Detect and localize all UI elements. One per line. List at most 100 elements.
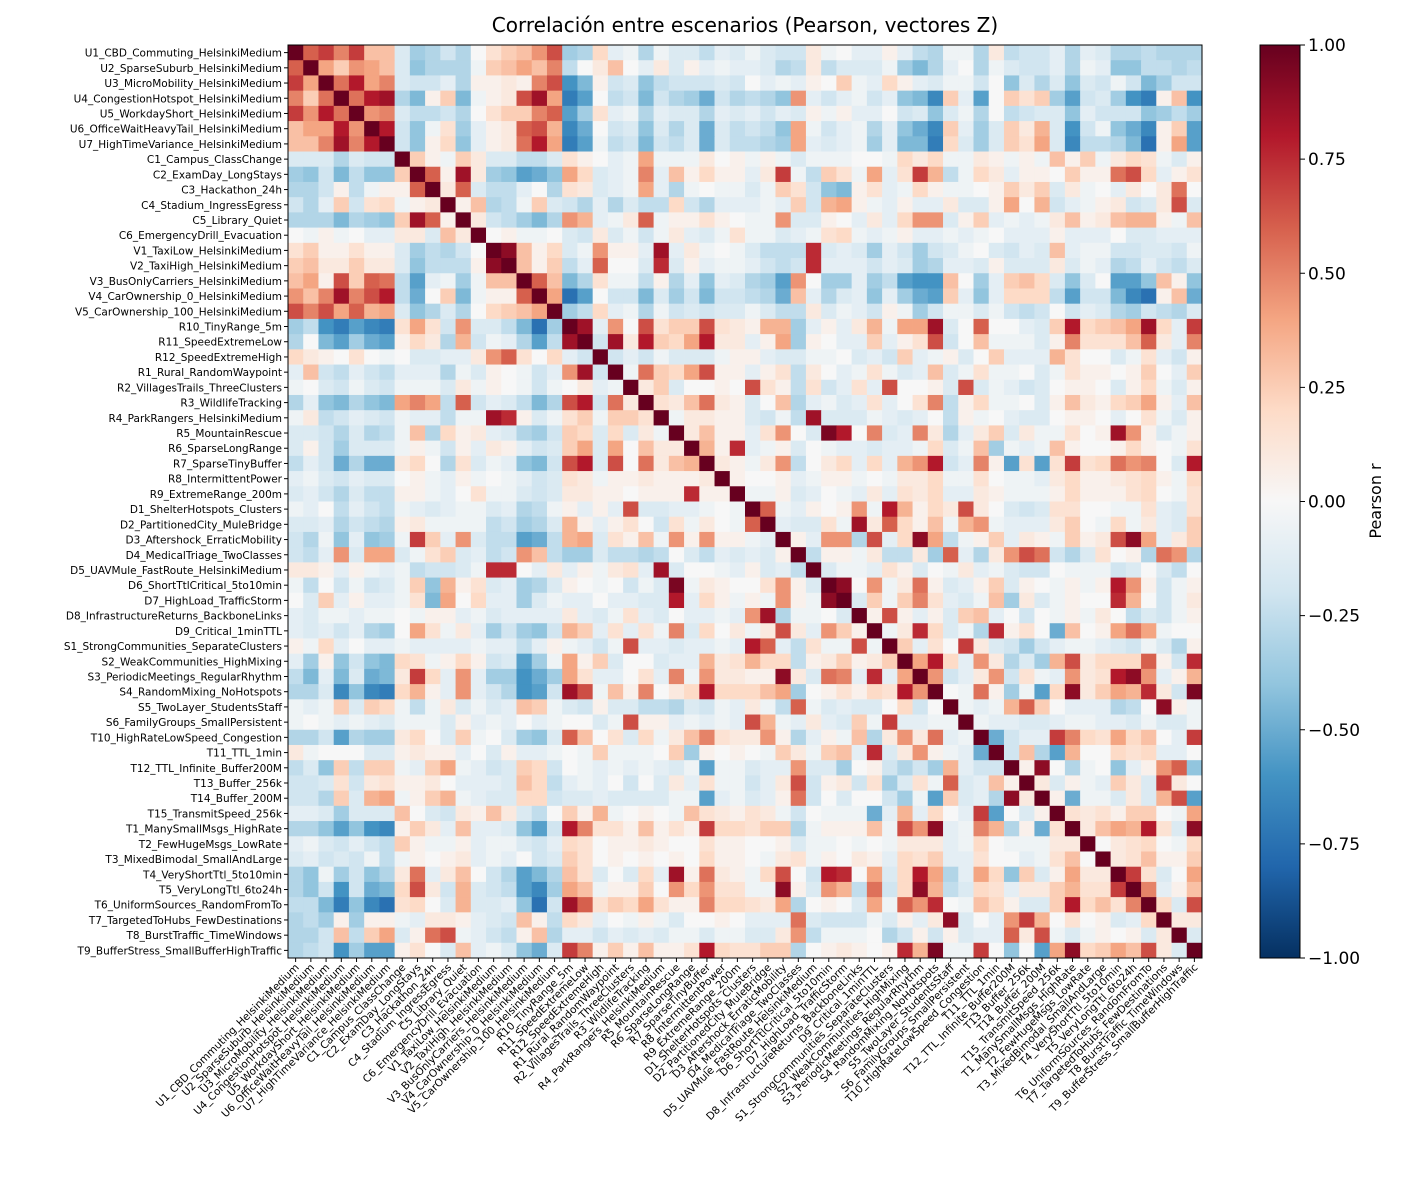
heatmap-cell	[775, 744, 792, 761]
heatmap-cell	[470, 364, 487, 381]
heatmap-cell	[1171, 501, 1188, 518]
heatmap-cell	[760, 394, 776, 411]
heatmap-cell	[775, 410, 792, 426]
heatmap-cell	[516, 744, 533, 761]
heatmap-cell	[1171, 638, 1188, 655]
heatmap-cell	[501, 288, 517, 305]
heatmap-cell	[775, 562, 792, 578]
heatmap-cell	[653, 318, 670, 335]
heatmap-cell	[1049, 471, 1066, 487]
heatmap-cell	[684, 151, 700, 168]
heatmap-cell	[805, 151, 822, 168]
heatmap-cell	[623, 121, 639, 137]
heatmap-cell	[1034, 440, 1051, 457]
heatmap-cell	[988, 486, 1005, 502]
heatmap-cell	[546, 471, 563, 487]
heatmap-cell	[927, 105, 944, 122]
heatmap-cell	[1064, 881, 1081, 898]
heatmap-cell	[1141, 775, 1157, 792]
heatmap-cell	[1003, 897, 1020, 913]
heatmap-cell	[836, 486, 853, 502]
heatmap-cell	[440, 136, 456, 152]
heatmap-cell	[821, 927, 837, 944]
heatmap-cell	[394, 744, 411, 761]
heatmap-cell	[790, 212, 807, 228]
heatmap-cell	[714, 242, 731, 259]
heatmap-cell	[1003, 790, 1020, 807]
heatmap-cell	[805, 136, 822, 152]
heatmap-cell	[1110, 942, 1127, 959]
heatmap-cell	[1110, 197, 1127, 213]
heatmap-cell	[364, 668, 380, 685]
heatmap-cell	[409, 486, 426, 502]
heatmap-cell	[1064, 440, 1081, 457]
heatmap-cell	[638, 60, 654, 76]
heatmap-cell	[927, 151, 944, 168]
heatmap-cell	[470, 242, 487, 259]
heatmap-cell	[364, 136, 380, 152]
heatmap-cell	[790, 486, 807, 502]
heatmap-cell	[409, 227, 426, 244]
heatmap-cell	[988, 653, 1005, 670]
heatmap-cell	[790, 836, 807, 852]
heatmap-cell	[623, 668, 639, 685]
heatmap-cell	[760, 821, 776, 837]
heatmap-cell	[882, 334, 898, 350]
heatmap-cell	[836, 684, 853, 700]
heatmap-cell	[1095, 653, 1111, 670]
heatmap-cell	[546, 273, 563, 289]
heatmap-cell	[333, 151, 350, 168]
heatmap-cell	[1080, 881, 1096, 898]
heatmap-cell	[1034, 516, 1051, 533]
heatmap-cell	[821, 90, 837, 107]
heatmap-cell	[577, 760, 594, 776]
heatmap-cell	[1125, 562, 1142, 578]
heatmap-cell	[805, 455, 822, 472]
heatmap-cell	[790, 501, 807, 518]
heatmap-cell	[440, 303, 456, 320]
heatmap-cell	[394, 881, 411, 898]
heatmap-cell	[927, 881, 944, 898]
heatmap-cell	[1110, 608, 1127, 624]
heatmap-cell	[470, 547, 487, 563]
heatmap-cell	[775, 121, 792, 137]
heatmap-cell	[775, 897, 792, 913]
heatmap-cell	[592, 60, 609, 76]
heatmap-cell	[288, 942, 304, 959]
heatmap-cell	[592, 821, 609, 837]
heatmap-cell	[303, 531, 319, 548]
heatmap-cell	[562, 60, 578, 76]
heatmap-cell	[455, 668, 472, 685]
heatmap-cell	[318, 790, 335, 807]
heatmap-cell	[836, 136, 853, 152]
colorbar-tick-label: 0.50	[1308, 264, 1346, 284]
heatmap-cell	[455, 425, 472, 442]
heatmap-cell	[1080, 318, 1096, 335]
heatmap-cell	[486, 45, 502, 61]
heatmap-cell	[714, 273, 731, 289]
heatmap-cell	[653, 942, 670, 959]
heatmap-cell	[425, 942, 441, 959]
heatmap-cell	[470, 653, 487, 670]
heatmap-cell	[988, 699, 1005, 715]
heatmap-cell	[668, 516, 685, 533]
heatmap-cell	[1064, 197, 1081, 213]
heatmap-cell	[607, 942, 624, 959]
heatmap-cell	[866, 379, 883, 396]
heatmap-cell	[1156, 121, 1172, 137]
heatmap-cell	[805, 258, 822, 274]
heatmap-cell	[546, 577, 563, 594]
heatmap-cell	[653, 714, 670, 731]
heatmap-cell	[592, 212, 609, 228]
heatmap-cell	[775, 623, 792, 639]
heatmap-cell	[851, 166, 868, 183]
heatmap-cell	[440, 805, 456, 822]
heatmap-cell	[927, 455, 944, 472]
heatmap-cell	[1003, 577, 1020, 594]
heatmap-cell	[1064, 349, 1081, 365]
heatmap-cell	[897, 729, 913, 746]
heatmap-cell	[1141, 288, 1157, 305]
heatmap-cell	[1156, 729, 1172, 746]
heatmap-cell	[912, 227, 929, 244]
heatmap-cell	[1156, 547, 1172, 563]
